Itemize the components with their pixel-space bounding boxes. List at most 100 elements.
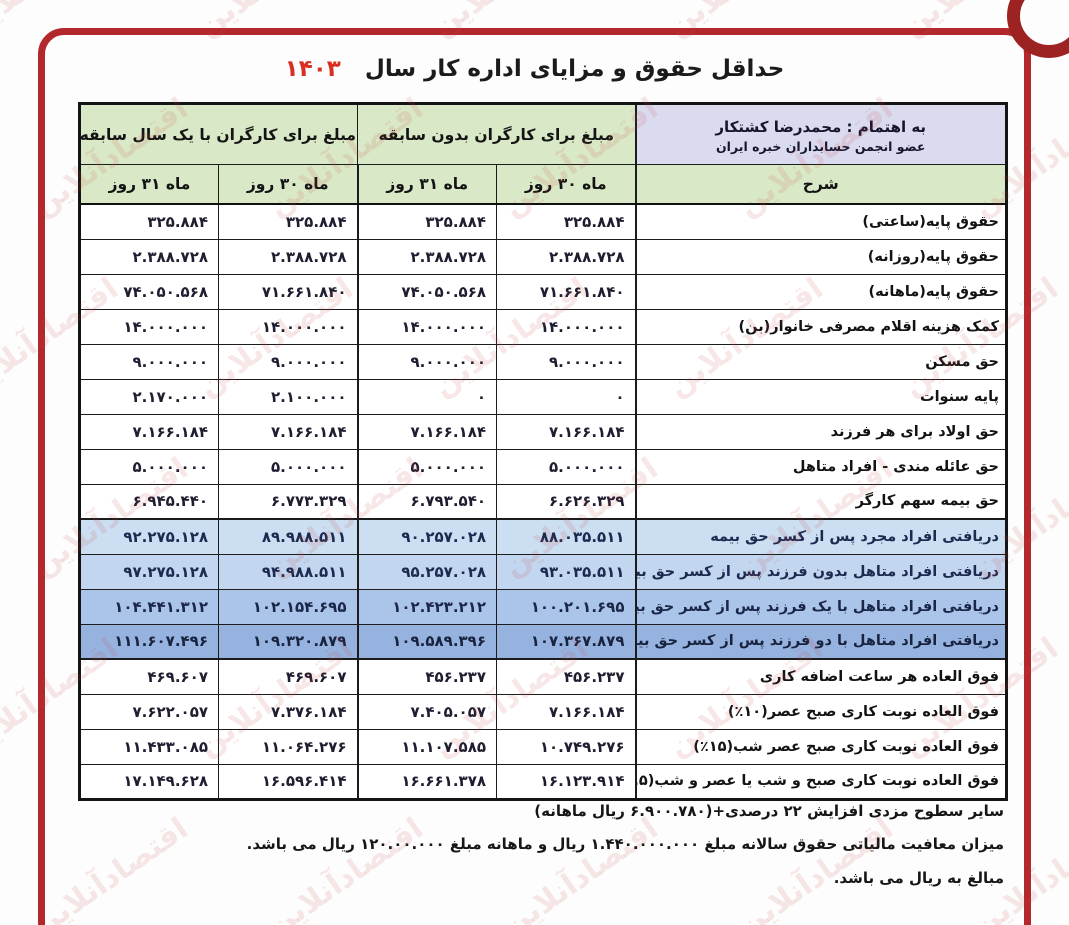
row-value: ۲.۱۰۰.۰۰۰ [218, 378, 358, 415]
row-value: ۰ [496, 378, 636, 415]
row-value: ۴۶۹.۶۰۷ [218, 658, 358, 695]
title-text: حداقل حقوق و مزایای اداره کار سال [364, 56, 785, 82]
row-label: حق اولاد برای هر فرزند [634, 413, 1007, 450]
table-row: فوق العاده نوبت کاری صبح عصر شب(۱۵٪) ۱۰.۷… [79, 728, 1007, 765]
row-value: ۱۱.۰۶۴.۲۷۶ [218, 728, 358, 765]
row-value: ۶.۶۲۶.۳۲۹ [496, 483, 636, 520]
row-value: ۱۴.۰۰۰.۰۰۰ [356, 308, 497, 345]
table-row: فوق العاده نوبت کاری صبح عصر(۱۰٪) ۷.۱۶۶.۱… [79, 693, 1007, 730]
row-label: دریافتی افراد متاهل با یک فرزند پس از کس… [634, 588, 1007, 625]
row-value: ۱۶.۱۲۳.۹۱۴ [496, 763, 636, 800]
table-row: حقوق پایه(روزانه) ۲.۳۸۸.۷۲۸ ۲.۳۸۸.۷۲۸ ۲.۳۸۸… [79, 238, 1007, 275]
row-value: ۱۰۹.۳۲۰.۸۷۹ [218, 623, 358, 660]
row-value: ۷۴.۰۵۰.۵۶۸ [79, 273, 219, 310]
group-header-no-experience: مبلغ برای کارگران بدون سابقه [357, 103, 636, 165]
table-row: دریافتی افراد مجرد پس از کسر حق بیمه ۸۸.۰… [79, 518, 1007, 555]
row-value: ۱۴.۰۰۰.۰۰۰ [79, 308, 219, 345]
row-value: ۶.۷۹۳.۵۴۰ [356, 483, 497, 520]
row-value: ۸۹.۹۸۸.۵۱۱ [218, 518, 358, 555]
row-value: ۹۳.۰۳۵.۵۱۱ [496, 553, 636, 590]
row-value: ۴۵۶.۲۳۷ [356, 658, 497, 695]
table-header-columns: شرح ماه ۳۰ روز ماه ۳۱ روز ماه ۳۰ روز ماه… [79, 164, 1007, 205]
table-row: کمک هزینه اقلام مصرفی خانوار(بن) ۱۴.۰۰۰.۰… [79, 308, 1007, 345]
row-value: ۱۰۰.۲۰۱.۶۹۵ [496, 588, 636, 625]
row-label: حقوق پایه(ساعتی) [634, 203, 1007, 240]
row-value: ۲.۳۸۸.۷۲۸ [218, 238, 358, 275]
row-value: ۴۵۶.۲۳۷ [496, 658, 636, 695]
table-row: حقوق پایه(ساعتی) ۳۲۵.۸۸۴ ۳۲۵.۸۸۴ ۳۲۵.۸۸۴ ۳۲۵… [79, 203, 1007, 240]
table-row: دریافتی افراد متاهل با یک فرزند پس از کس… [79, 588, 1007, 625]
row-value: ۱۰.۷۴۹.۲۷۶ [496, 728, 636, 765]
row-value: ۱۱.۱۰۷.۵۸۵ [356, 728, 497, 765]
row-label: فوق العاده نوبت کاری صبح و شب یا عصر و ش… [634, 763, 1007, 800]
row-value: ۷.۶۲۲.۰۵۷ [79, 693, 219, 730]
table-row: حق اولاد برای هر فرزند ۷.۱۶۶.۱۸۴ ۷.۱۶۶.۱۸۴… [79, 413, 1007, 450]
row-value: ۱۰۲.۱۵۴.۶۹۵ [218, 588, 358, 625]
row-value: ۱۷.۱۴۹.۶۲۸ [79, 763, 219, 800]
column-header-month30-exp: ماه ۳۰ روز [218, 164, 358, 205]
row-label: حق بیمه سهم کارگر [634, 483, 1007, 520]
footnote-other-wage-levels: سایر سطوح مزدی افزایش ۲۲ درصدی+(۶.۹۰۰.۷۸… [534, 802, 1004, 820]
row-label: حق مسکن [634, 343, 1007, 380]
row-value: ۱۰۲.۴۲۳.۲۱۲ [356, 588, 497, 625]
row-value: ۷.۱۶۶.۱۸۴ [79, 413, 219, 450]
row-value: ۷۱.۶۶۱.۸۴۰ [496, 273, 636, 310]
row-value: ۲.۳۸۸.۷۲۸ [356, 238, 497, 275]
table-row: فوق العاده هر ساعت اضافه کاری ۴۵۶.۲۳۷ ۴۵۶.… [79, 658, 1007, 695]
table-header-groups: به اهتمام : محمدرضا کشتکار عضو انجمن حسا… [78, 103, 1007, 165]
salary-table-wrapper: به اهتمام : محمدرضا کشتکار عضو انجمن حسا… [78, 102, 1008, 801]
column-header-description: شرح [634, 164, 1007, 205]
row-value: ۴۶۹.۶۰۷ [79, 658, 219, 695]
row-label: دریافتی افراد متاهل با دو فرزند پس از کس… [634, 623, 1007, 660]
row-label: فوق العاده نوبت کاری صبح عصر شب(۱۵٪) [634, 728, 1007, 765]
column-header-month31-exp: ماه ۳۱ روز [79, 164, 219, 205]
row-label: حقوق پایه(ماهانه) [634, 273, 1007, 310]
row-value: ۷.۳۷۶.۱۸۴ [218, 693, 358, 730]
column-header-month30-noexp: ماه ۳۰ روز [496, 164, 636, 205]
row-value: ۱۴.۰۰۰.۰۰۰ [496, 308, 636, 345]
row-value: ۳۲۵.۸۸۴ [218, 203, 358, 240]
row-value: ۹۲.۲۷۵.۱۲۸ [79, 518, 219, 555]
row-value: ۷.۱۶۶.۱۸۴ [496, 413, 636, 450]
row-label: فوق العاده نوبت کاری صبح عصر(۱۰٪) [634, 693, 1007, 730]
row-value: ۱۰۷.۳۶۷.۸۷۹ [496, 623, 636, 660]
row-value: ۳۲۵.۸۸۴ [79, 203, 219, 240]
row-value: ۰ [356, 378, 497, 415]
table-row: حق بیمه سهم کارگر ۶.۶۲۶.۳۲۹ ۶.۷۹۳.۵۴۰ ۶.۷۷۳… [79, 483, 1007, 520]
row-value: ۲.۳۸۸.۷۲۸ [496, 238, 636, 275]
row-value: ۷۱.۶۶۱.۸۴۰ [218, 273, 358, 310]
table-row: حقوق پایه(ماهانه) ۷۱.۶۶۱.۸۴۰ ۷۴.۰۵۰.۵۶۸ ۷۱.… [79, 273, 1007, 310]
row-label: حق عائله مندی - افراد متاهل [634, 448, 1007, 485]
row-value: ۱۱.۴۳۳.۰۸۵ [79, 728, 219, 765]
row-value: ۶.۹۴۵.۴۴۰ [79, 483, 219, 520]
title-year: ۱۴۰۳ [284, 56, 341, 82]
salary-table: به اهتمام : محمدرضا کشتکار عضو انجمن حسا… [78, 102, 1008, 801]
page-title: حداقل حقوق و مزایای اداره کار سال ۱۴۰۳ [38, 56, 1031, 82]
row-value: ۱۶.۵۹۶.۴۱۴ [218, 763, 358, 800]
column-header-month31-noexp: ماه ۳۱ روز [356, 164, 497, 205]
table-row: فوق العاده نوبت کاری صبح و شب یا عصر و ش… [79, 763, 1007, 800]
footnotes: سایر سطوح مزدی افزایش ۲۲ درصدی+(۶.۹۰۰.۷۸… [78, 801, 1004, 901]
row-value: ۵.۰۰۰.۰۰۰ [79, 448, 219, 485]
row-value: ۳۲۵.۸۸۴ [356, 203, 497, 240]
attribution-role: عضو انجمن حسابداران خبره ایران [716, 139, 926, 154]
row-label: دریافتی افراد مجرد پس از کسر حق بیمه [634, 518, 1007, 555]
table-row: حق عائله مندی - افراد متاهل ۵.۰۰۰.۰۰۰ ۵.۰۰… [79, 448, 1007, 485]
row-label: حقوق پایه(روزانه) [634, 238, 1007, 275]
row-value: ۱۰۹.۵۸۹.۳۹۶ [356, 623, 497, 660]
row-value: ۱۴.۰۰۰.۰۰۰ [218, 308, 358, 345]
row-value: ۷.۱۶۶.۱۸۴ [496, 693, 636, 730]
row-value: ۷۴.۰۵۰.۵۶۸ [356, 273, 497, 310]
row-value: ۷.۱۶۶.۱۸۴ [356, 413, 497, 450]
footnote-amounts-in-rial: مبالغ به ریال می باشد. [833, 868, 1004, 887]
table-row: حق مسکن ۹.۰۰۰.۰۰۰ ۹.۰۰۰.۰۰۰ ۹.۰۰۰.۰۰۰ ۹.۰۰۰.… [79, 343, 1007, 380]
row-value: ۹۵.۲۵۷.۰۲۸ [356, 553, 497, 590]
row-value: ۹۴.۹۸۸.۵۱۱ [218, 553, 358, 590]
row-label: فوق العاده هر ساعت اضافه کاری [634, 658, 1007, 695]
row-value: ۹.۰۰۰.۰۰۰ [496, 343, 636, 380]
row-value: ۵.۰۰۰.۰۰۰ [356, 448, 497, 485]
row-value: ۲.۳۸۸.۷۲۸ [79, 238, 219, 275]
row-value: ۶.۷۷۳.۳۲۹ [218, 483, 358, 520]
row-value: ۹.۰۰۰.۰۰۰ [79, 343, 219, 380]
